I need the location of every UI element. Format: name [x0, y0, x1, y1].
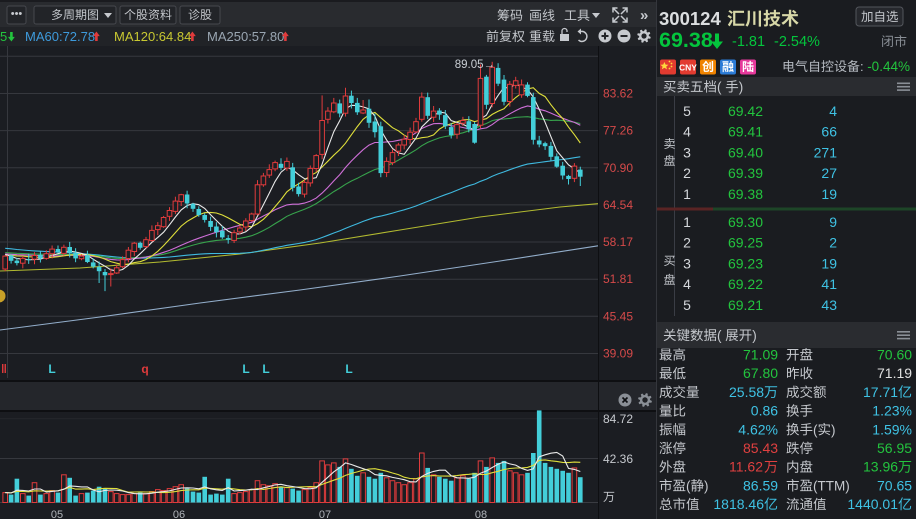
svg-text:): ) — [739, 80, 744, 95]
svg-text:69.25: 69.25 — [728, 235, 763, 251]
svg-text:56.95: 56.95 — [877, 440, 912, 456]
svg-text:L: L — [242, 362, 249, 376]
svg-text:69.38: 69.38 — [659, 28, 713, 52]
svg-text:): ) — [831, 422, 836, 437]
svg-text:43: 43 — [821, 297, 837, 313]
svg-text:4: 4 — [683, 276, 691, 292]
svg-text:19: 19 — [821, 255, 837, 271]
svg-text:MA250:57.80: MA250:57.80 — [207, 29, 284, 44]
svg-text:1.23%: 1.23% — [872, 403, 912, 419]
svg-text:85.43: 85.43 — [743, 440, 778, 456]
svg-text:2: 2 — [683, 235, 691, 251]
svg-text:77.26: 77.26 — [603, 124, 633, 138]
svg-text:q: q — [141, 362, 148, 376]
svg-text:69.39: 69.39 — [728, 165, 763, 181]
svg-text:-1.81: -1.81 — [732, 34, 765, 50]
svg-text:83.62: 83.62 — [603, 87, 633, 101]
svg-text:300124: 300124 — [659, 8, 721, 29]
svg-text:71.19: 71.19 — [877, 365, 912, 381]
svg-text:64.54: 64.54 — [603, 198, 633, 212]
svg-text::: : — [860, 59, 864, 74]
svg-text:0.86: 0.86 — [751, 403, 778, 419]
svg-text:70.90: 70.90 — [603, 161, 633, 175]
svg-text:67.80: 67.80 — [743, 365, 778, 381]
svg-text:1818.46: 1818.46 — [713, 496, 764, 512]
svg-text:69.23: 69.23 — [728, 255, 763, 271]
svg-text:17.71: 17.71 — [863, 384, 898, 400]
svg-text:(: ( — [717, 328, 722, 343]
svg-text:69.22: 69.22 — [728, 276, 763, 292]
svg-text:69.30: 69.30 — [728, 214, 763, 230]
svg-text:): ) — [752, 328, 757, 343]
svg-text:42.36: 42.36 — [603, 452, 633, 466]
svg-text:-2.54%: -2.54% — [774, 34, 820, 50]
svg-text:(TTM): (TTM) — [813, 478, 850, 493]
svg-text:271: 271 — [814, 144, 838, 160]
svg-text:66: 66 — [821, 124, 837, 140]
svg-text:1.59%: 1.59% — [872, 421, 912, 437]
svg-text:2: 2 — [683, 165, 691, 181]
svg-text:25.58: 25.58 — [729, 384, 764, 400]
svg-text:(: ( — [686, 478, 691, 493]
svg-text:2: 2 — [829, 235, 837, 251]
svg-text:58.17: 58.17 — [603, 235, 633, 249]
svg-text:13.96: 13.96 — [863, 459, 898, 475]
svg-text:08: 08 — [475, 509, 487, 519]
svg-text:L: L — [262, 362, 269, 376]
svg-text:86.59: 86.59 — [743, 477, 778, 493]
svg-text:CNY: CNY — [679, 63, 697, 73]
svg-text:41: 41 — [821, 276, 837, 292]
svg-text:4: 4 — [829, 103, 837, 119]
svg-text:5: 5 — [683, 297, 691, 313]
svg-text:4: 4 — [683, 124, 691, 140]
svg-text:69.41: 69.41 — [728, 124, 763, 140]
svg-text:1: 1 — [683, 186, 691, 202]
svg-text:(: ( — [813, 422, 818, 437]
svg-text:L: L — [48, 362, 55, 376]
svg-text:39.09: 39.09 — [603, 347, 633, 361]
svg-text:1: 1 — [683, 214, 691, 230]
svg-text:89.05→: 89.05→ — [455, 59, 495, 71]
svg-text:06: 06 — [173, 509, 185, 519]
svg-text:-0.44%: -0.44% — [867, 59, 910, 74]
svg-text:MA120:64.84: MA120:64.84 — [114, 29, 191, 44]
svg-text:MA60:72.78: MA60:72.78 — [25, 29, 95, 44]
svg-text:9: 9 — [829, 214, 837, 230]
svg-text:‖: ‖ — [1, 362, 7, 376]
svg-text:3: 3 — [683, 255, 691, 271]
svg-text:4.62%: 4.62% — [738, 421, 778, 437]
svg-text:(: ( — [717, 80, 722, 95]
svg-text:70.65: 70.65 — [877, 477, 912, 493]
svg-text:07: 07 — [319, 509, 331, 519]
svg-text:70.60: 70.60 — [877, 347, 912, 363]
svg-text:05: 05 — [51, 509, 63, 519]
svg-text:19: 19 — [821, 186, 837, 202]
svg-text:51.81: 51.81 — [603, 272, 633, 286]
svg-text:11.62: 11.62 — [729, 459, 763, 475]
svg-text:1440.01: 1440.01 — [847, 496, 898, 512]
svg-text:5: 5 — [0, 29, 7, 44]
svg-text:84.72: 84.72 — [603, 412, 633, 426]
svg-text:69.21: 69.21 — [728, 297, 763, 313]
svg-text:27: 27 — [821, 165, 837, 181]
svg-text:): ) — [704, 478, 709, 493]
svg-text:69.40: 69.40 — [728, 144, 763, 160]
svg-text:5: 5 — [683, 103, 691, 119]
svg-text:69.38: 69.38 — [728, 186, 763, 202]
svg-text:45.45: 45.45 — [603, 309, 633, 323]
svg-text:»: » — [640, 7, 648, 24]
svg-text:3: 3 — [683, 144, 691, 160]
svg-text:69.42: 69.42 — [728, 103, 763, 119]
svg-text:•••: ••• — [11, 8, 23, 20]
svg-text:71.09: 71.09 — [743, 347, 778, 363]
svg-text:L: L — [345, 362, 352, 376]
